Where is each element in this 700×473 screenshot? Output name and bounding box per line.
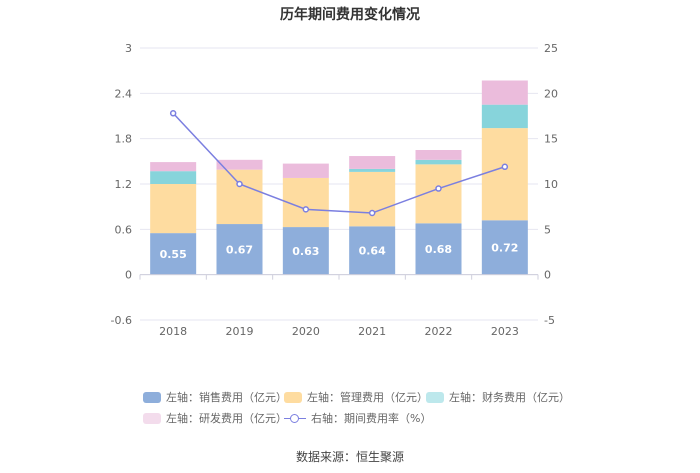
bar-segment xyxy=(216,224,263,275)
chart-title: 历年期间费用变化情况 xyxy=(280,7,420,23)
left-tick-label: 1.8 xyxy=(115,133,133,146)
legend-item-rnd[interactable]: 左轴：研发费用（亿元） xyxy=(143,410,287,426)
legend-swatch-sales xyxy=(143,391,161,403)
bar-data-label: 0.64 xyxy=(359,244,386,257)
bar-data-label: 0.63 xyxy=(292,245,319,258)
rate-point xyxy=(368,209,376,217)
legend-label-admin: 左轴：管理费用（亿元） xyxy=(307,391,428,404)
x-tick-label: 2023 xyxy=(491,325,519,338)
source-note: 数据来源：恒生聚源 xyxy=(295,450,404,464)
bar-segment xyxy=(150,162,197,172)
right-tick-label: -5 xyxy=(544,314,555,327)
right-tick-label: 20 xyxy=(544,87,558,100)
x-tick-label: 2020 xyxy=(292,325,320,338)
left-tick-label: 0 xyxy=(125,269,132,282)
x-tick-label: 2018 xyxy=(159,325,187,338)
rate-point xyxy=(236,180,243,188)
right-tick-label: 5 xyxy=(544,223,551,236)
bar-segment xyxy=(481,80,528,105)
bar-data-label: 0.72 xyxy=(491,241,518,254)
rate-line xyxy=(172,112,506,214)
bar-segment xyxy=(415,223,462,275)
rate-point xyxy=(302,206,310,213)
bar-segment xyxy=(481,220,528,275)
legend-swatch-finance xyxy=(426,391,444,403)
bar-segment xyxy=(150,184,197,234)
rate-point xyxy=(169,110,177,117)
rate-point xyxy=(435,185,442,192)
legend-label-rnd: 左轴：研发费用（亿元） xyxy=(166,412,287,425)
bar-segment xyxy=(282,177,329,228)
bar-segment xyxy=(150,233,197,275)
legend-item-rate[interactable]: 右轴：期间费用率（%） xyxy=(284,410,431,426)
bar-segment xyxy=(349,226,396,275)
left-tick-label: 0.6 xyxy=(115,223,133,236)
bar-data-label: 0.68 xyxy=(425,243,452,256)
bar-segment xyxy=(481,128,528,221)
right-tick-label: 0 xyxy=(544,269,551,282)
left-tick-label: 3 xyxy=(125,42,132,55)
left-tick-label: 2.4 xyxy=(115,87,133,100)
bar-segment xyxy=(349,156,396,169)
legend-item-finance[interactable]: 左轴：财务费用（亿元） xyxy=(426,389,570,405)
legend-label-sales: 左轴：销售费用（亿元） xyxy=(166,391,287,404)
bar-segment xyxy=(415,150,462,160)
rate-point xyxy=(501,163,509,171)
right-tick-label: 15 xyxy=(544,133,558,146)
bar-segment xyxy=(349,171,396,227)
chart-plot: 0.55 0.67 0.63 0.64 0.68 0.72 -0.6 -5 0 0 0.6 5 1.2… xyxy=(111,42,558,338)
right-tick-label: 10 xyxy=(544,178,558,191)
bar-data-label: 0.67 xyxy=(226,243,253,256)
legend-line-icon xyxy=(284,413,306,424)
x-tick-label: 2019 xyxy=(226,325,254,338)
legend-swatch-rnd xyxy=(143,412,161,424)
bar-segment xyxy=(481,104,528,129)
bar-segment xyxy=(150,171,197,184)
bar-segment xyxy=(216,169,263,225)
bar-segment xyxy=(415,159,462,165)
bar-data-label: 0.55 xyxy=(160,248,187,261)
left-tick-label: 1.2 xyxy=(115,178,133,191)
bar-segment xyxy=(349,168,396,172)
left-tick-label: -0.6 xyxy=(111,314,132,327)
bar-segment xyxy=(282,227,329,275)
legend-swatch-admin xyxy=(284,391,302,403)
legend-item-sales[interactable]: 左轴：销售费用（亿元） xyxy=(143,389,287,405)
legend-label-rate: 右轴：期间费用率（%） xyxy=(311,412,432,425)
legend-item-admin[interactable]: 左轴：管理费用（亿元） xyxy=(284,389,428,405)
right-tick-label: 25 xyxy=(544,42,558,55)
x-tick-label: 2021 xyxy=(358,325,386,338)
bar-segment xyxy=(282,163,329,178)
x-tick-label: 2022 xyxy=(425,325,453,338)
bar-segment xyxy=(216,159,263,170)
legend-label-finance: 左轴：财务费用（亿元） xyxy=(449,391,570,404)
